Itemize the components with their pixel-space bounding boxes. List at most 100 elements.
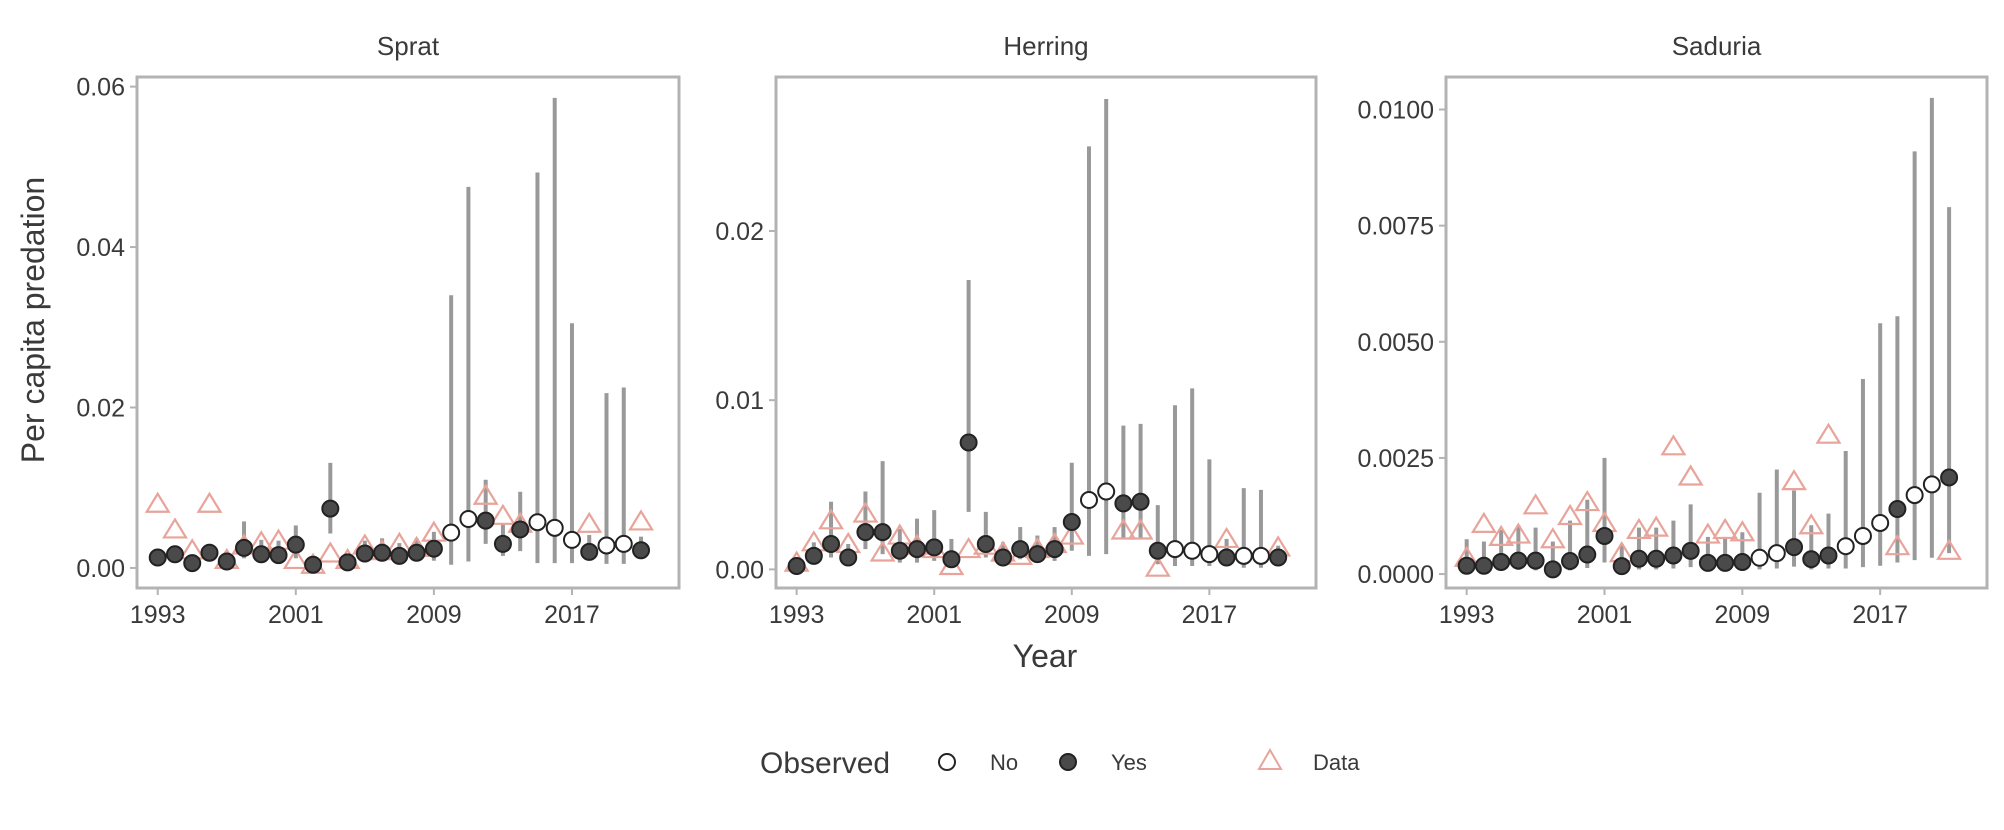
estimate-point-observed — [1647, 549, 1666, 568]
x-axis-label: Year — [1013, 638, 1078, 674]
x-tick-label: 1993 — [769, 601, 825, 629]
estimate-point-observed — [1785, 538, 1804, 557]
panel-title: Saduria — [1672, 31, 1762, 61]
data-point — [852, 501, 879, 523]
estimate-point-observed — [1269, 548, 1288, 567]
data-point — [1729, 520, 1756, 542]
y-tick-label: 0.0075 — [1358, 213, 1434, 241]
estimate-point-unobserved — [1183, 541, 1202, 560]
panel-sprat: Sprat 0.00 0.02 0.04 0.06 1993 2001 2009 2017 — [76, 31, 681, 629]
estimate-point-observed — [976, 535, 995, 554]
estimate-point-observed — [1612, 557, 1631, 576]
estimate-point-unobserved — [442, 523, 461, 542]
estimate-point-observed — [217, 552, 236, 571]
panel-border — [135, 75, 681, 590]
data-point — [1574, 489, 1601, 512]
data-point — [1815, 422, 1842, 444]
panel-herring: Herring 0.00 0.01 0.02 1993 2001 2009 2017 — [715, 31, 1318, 629]
data-point — [1781, 469, 1807, 491]
data-point — [1677, 464, 1704, 486]
estimate-point-unobserved — [1234, 546, 1253, 565]
data-point — [472, 483, 499, 505]
estimate-point-observed — [355, 544, 374, 563]
y-tick-label: 0.01 — [715, 387, 764, 415]
estimate-point-unobserved — [562, 530, 581, 549]
data-point — [1712, 517, 1739, 540]
panel-title: Sprat — [377, 31, 440, 61]
estimate-point-observed — [200, 543, 219, 562]
estimate-point-unobserved — [1165, 540, 1184, 559]
panel-border — [1444, 75, 1989, 590]
estimate-point-observed — [1802, 550, 1821, 569]
estimate-point-observed — [1148, 541, 1167, 560]
estimate-point-observed — [511, 520, 530, 539]
estimate-point-observed — [1561, 552, 1580, 571]
data-point — [576, 511, 603, 533]
estimate-point-observed — [476, 511, 495, 530]
estimate-point-observed — [994, 548, 1013, 567]
x-tick-label: 2017 — [1852, 601, 1908, 629]
x-tick-label: 2017 — [1182, 601, 1238, 629]
data-point — [1539, 527, 1566, 549]
estimate-point-observed — [1011, 540, 1030, 559]
estimate-point-observed — [1888, 500, 1907, 519]
panel-title: Herring — [1003, 31, 1088, 61]
y-tick-label: 0.06 — [76, 74, 125, 102]
estimate-point-observed — [1629, 549, 1648, 568]
data-point — [1127, 518, 1154, 540]
estimate-point-observed — [804, 546, 823, 565]
data-point — [1213, 526, 1240, 549]
x-tick-label: 1993 — [130, 601, 186, 629]
x-tick-label: 2001 — [268, 601, 324, 629]
legend-label-yes: Yes — [1111, 750, 1147, 775]
estimate-point-unobserved — [1922, 475, 1941, 494]
legend-title: Observed — [760, 747, 890, 780]
data-point — [955, 536, 982, 559]
y-tick-label: 0.0050 — [1358, 329, 1434, 357]
data-point — [1505, 522, 1532, 544]
estimate-point-observed — [321, 499, 340, 518]
data-point — [317, 541, 344, 563]
x-tick-label: 2009 — [1044, 601, 1100, 629]
estimate-point-unobserved — [1853, 526, 1872, 545]
data-point — [1488, 524, 1515, 547]
data-point — [1626, 517, 1652, 540]
y-axis-label: Per capita predation — [15, 177, 51, 463]
estimate-point-observed — [304, 555, 323, 574]
estimate-point-observed — [908, 540, 927, 559]
data-point — [1798, 513, 1825, 535]
data-point — [144, 491, 171, 513]
data-point — [1936, 538, 1963, 560]
data-point — [1660, 434, 1687, 456]
estimate-point-observed — [1457, 556, 1476, 575]
estimate-point-observed — [1578, 545, 1597, 564]
data-point — [1058, 523, 1085, 545]
data-point — [489, 503, 516, 525]
estimate-point-observed — [1045, 540, 1064, 559]
estimate-point-observed — [1733, 552, 1752, 571]
legend-label-data: Data — [1313, 750, 1360, 775]
data-point — [162, 517, 188, 539]
estimate-point-observed — [580, 542, 599, 561]
estimate-point-observed — [1543, 560, 1562, 579]
estimate-point-observed — [424, 539, 443, 558]
data-point — [1470, 511, 1497, 533]
estimate-point-unobserved — [614, 534, 633, 553]
estimate-point-unobserved — [545, 518, 564, 537]
y-tick-label: 0.0000 — [1358, 561, 1434, 589]
estimate-point-observed — [269, 546, 288, 565]
estimate-point-unobserved — [597, 536, 616, 555]
estimate-point-unobserved — [1079, 491, 1098, 510]
x-tick-label: 2017 — [544, 601, 600, 629]
estimate-point-unobserved — [1251, 546, 1270, 565]
x-tick-label: 1993 — [1439, 601, 1495, 629]
legend: Observed No Yes Data — [760, 747, 1360, 780]
y-tick-label: 0.04 — [76, 234, 125, 262]
estimate-point-observed — [252, 545, 271, 564]
data-point — [1643, 515, 1670, 537]
estimate-point-observed — [1681, 541, 1700, 560]
estimate-point-observed — [959, 433, 978, 452]
estimate-point-observed — [373, 543, 392, 562]
